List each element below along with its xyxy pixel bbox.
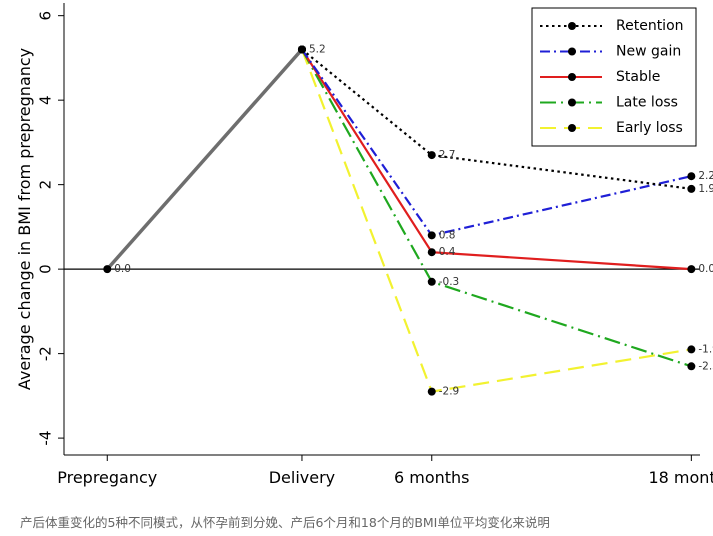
data-point [687,265,696,274]
data-label: 0.8 [439,229,456,241]
legend-marker [568,124,576,132]
legend-label: Late loss [616,95,678,111]
x-tick-label: Delivery [269,468,335,487]
y-tick-label: -2 [37,346,55,361]
data-label: -2.3 [698,360,713,372]
data-label: 0.4 [439,246,456,258]
legend: Retention New gain Stable Late loss Early lo… [531,7,697,147]
data-points [103,45,696,396]
data-point [687,172,696,181]
legend-label: New gain [616,44,681,60]
figure-caption: 产后体重变化的5种不同模式，从怀孕前到分娩、产后6个月和18个月的BMI单位平均… [20,515,550,530]
data-label: -1.9 [698,343,713,355]
y-tick-label: 0 [37,264,55,274]
data-point [103,265,112,274]
common-segment-line [105,48,304,271]
data-label: 2.7 [439,149,456,161]
y-tick-label: 6 [37,11,55,21]
y-axis-title: Average change in BMI from prepregnancy [15,48,34,390]
data-label: 2.2 [698,170,713,182]
x-tick-label: 18 months [648,468,713,487]
data-label: -0.3 [439,276,460,288]
data-label: 1.9 [698,183,713,195]
data-point [427,231,436,240]
data-point [687,184,696,193]
data-label: 0.0 [698,263,713,275]
legend-marker [568,22,576,30]
data-point [427,277,436,286]
data-label: 0.0 [114,263,131,275]
series-line-retention [301,48,692,190]
data-point [297,45,306,54]
legend-marker [568,47,576,56]
x-tick-label: Prepregancy [57,468,157,487]
y-tick-label: 2 [37,180,55,190]
data-point [427,248,436,257]
data-label: -2.9 [439,386,460,398]
legend-label: Stable [616,69,660,85]
legend-label: Early loss [616,120,683,136]
legend-marker [568,73,576,81]
data-point [427,387,436,396]
legend-marker [568,98,576,107]
legend-label: Retention [616,18,684,34]
axes: -4 -2 0 2 4 6 Prepregancy Delivery 6 months 18 mo… [15,3,713,487]
data-point [687,362,696,371]
y-tick-label: 4 [37,95,55,105]
y-tick-label: -4 [37,431,55,446]
data-point [687,345,696,354]
data-point [427,151,436,160]
x-tick-label: 6 months [394,468,470,487]
data-label: 5.2 [309,43,326,55]
data-labels: 0.0 5.2 2.7 0.8 0.4 -0.3 -2.9 2.21.9 0.0 -1.9 -2.3 [114,43,713,397]
bmi-change-chart: -4 -2 0 2 4 6 Prepregancy Delivery 6 months 18 mo… [15,3,713,487]
